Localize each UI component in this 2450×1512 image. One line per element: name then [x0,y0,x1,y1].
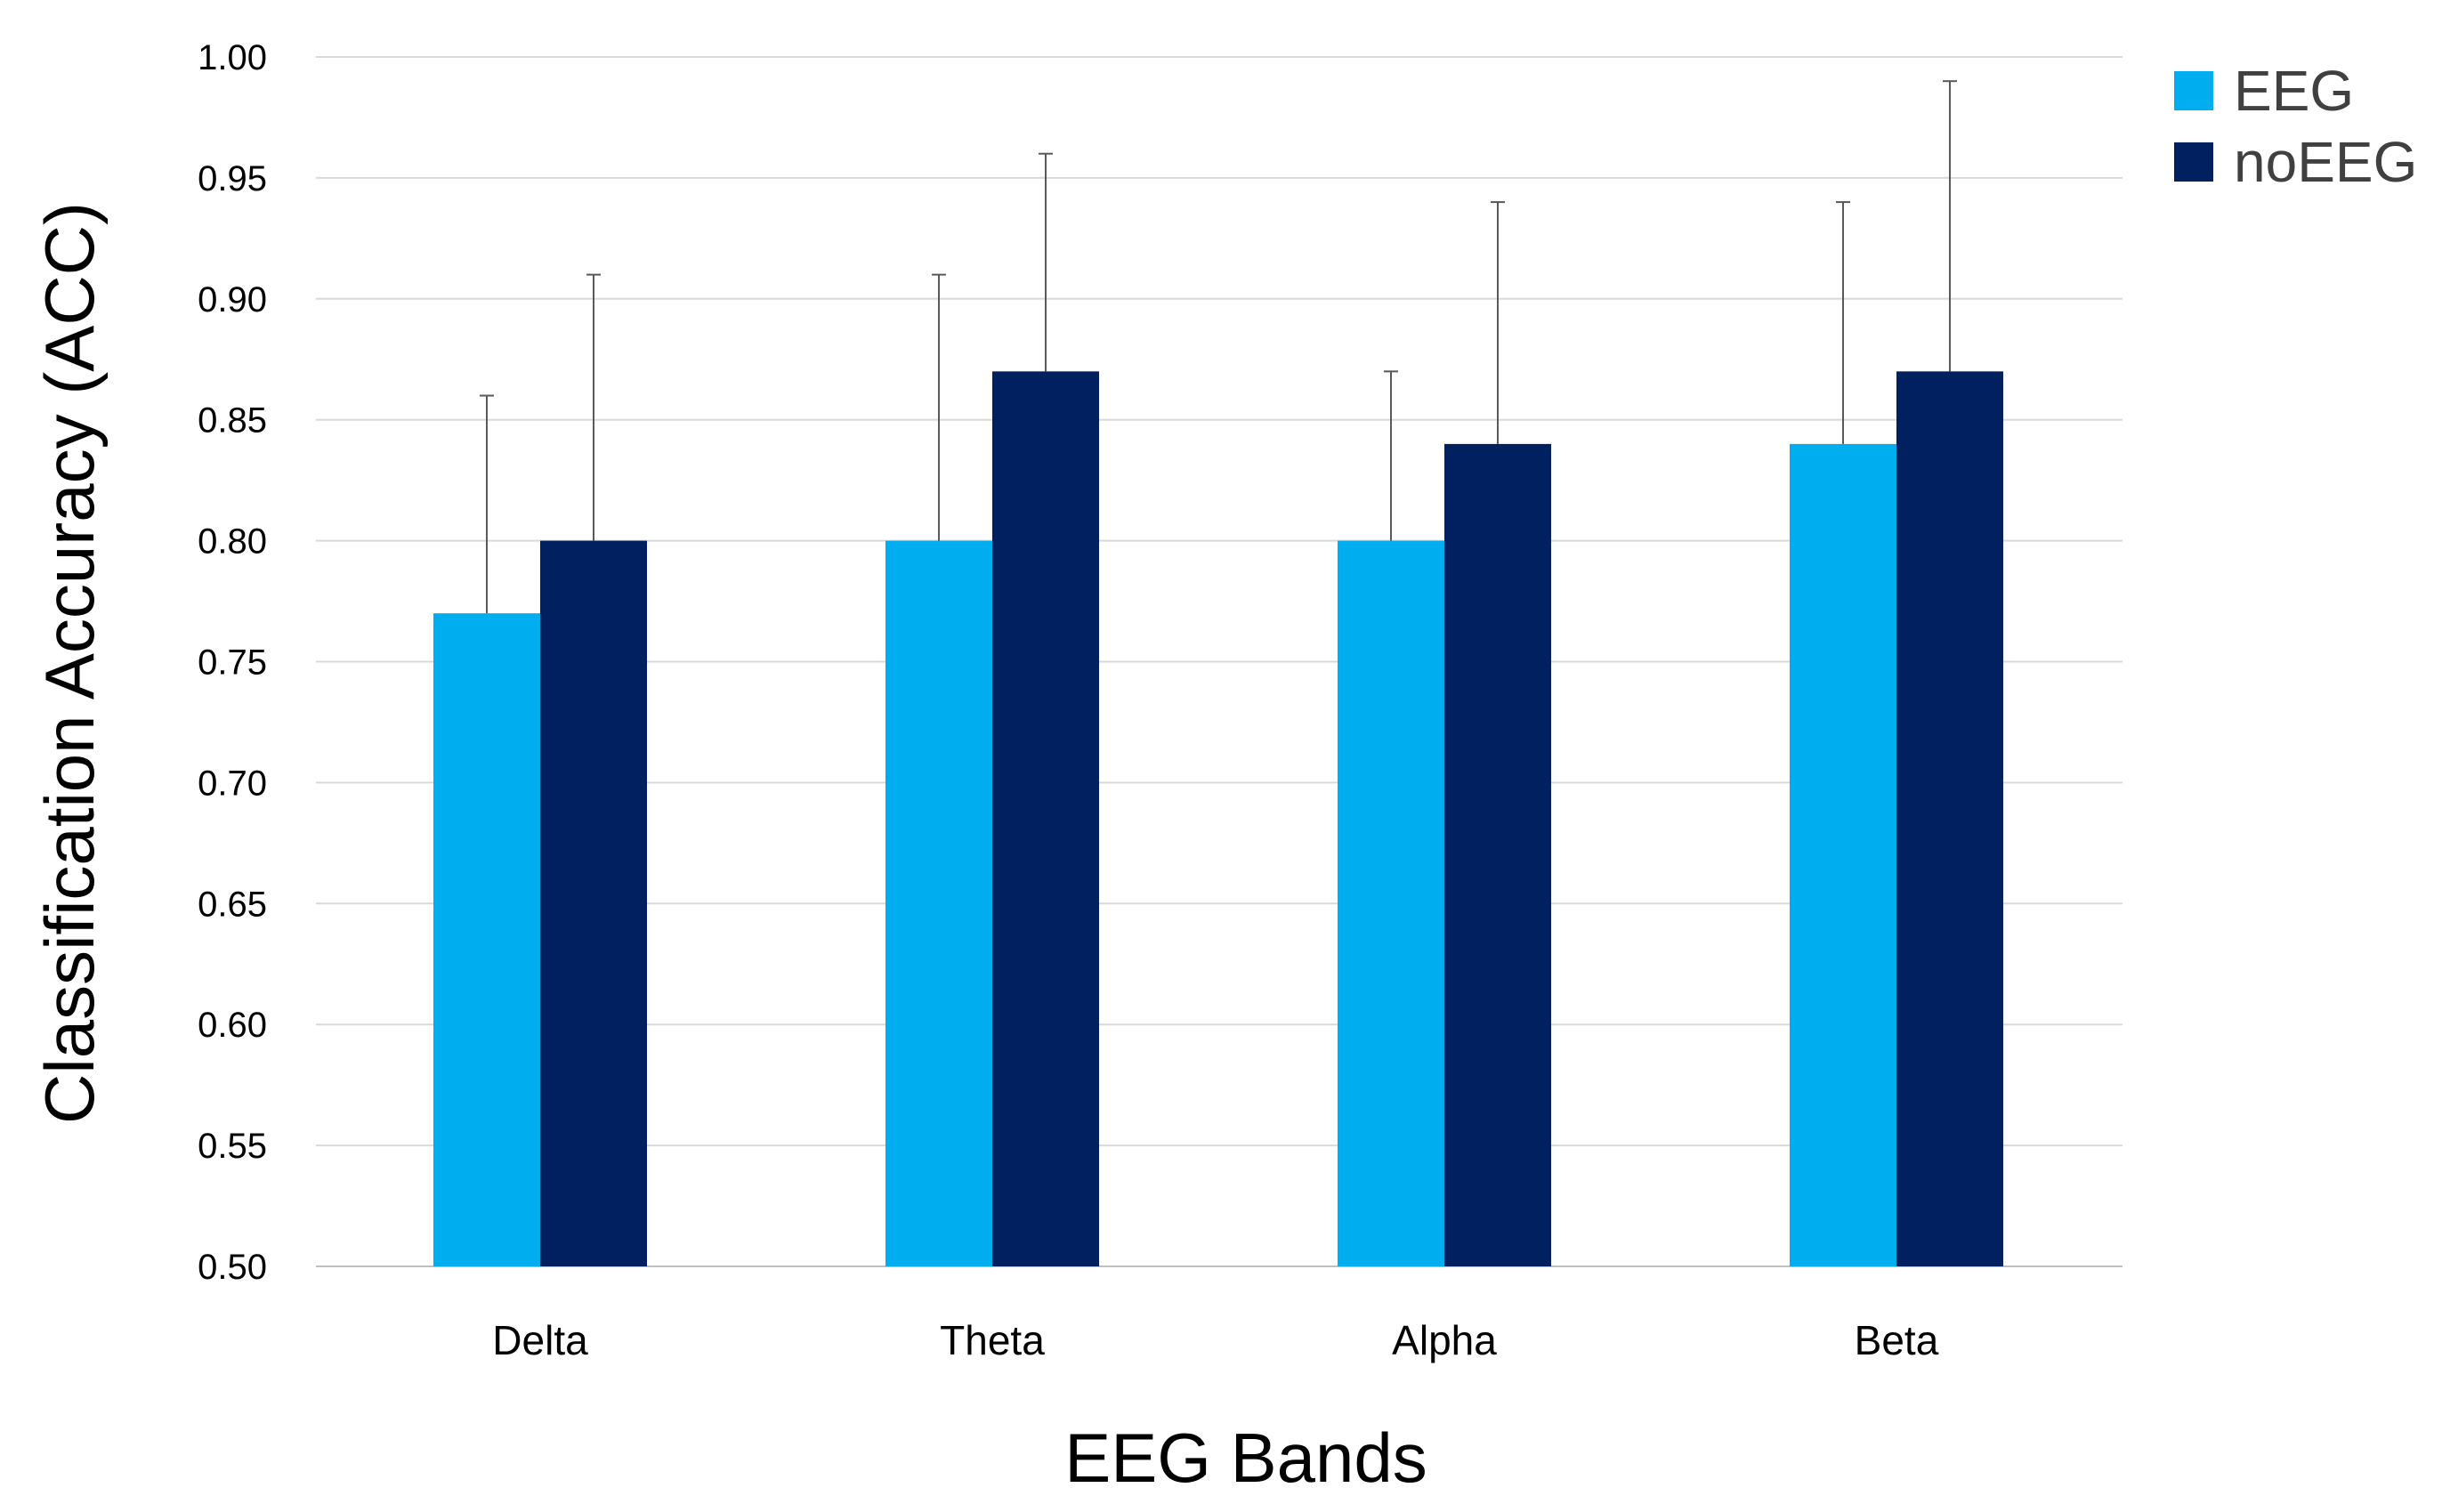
x-axis-title: EEG Bands [1064,1419,1427,1497]
legend: EEG noEEG [2174,59,2417,194]
legend-label-noeeg: noEEG [2234,130,2417,194]
bar-noeeg-theta [992,371,1099,1267]
y-axis-title: Classification Accuracy (ACC) [30,202,109,1124]
legend-swatch-eeg [2174,71,2213,110]
y-tick-label: 0.95 [198,159,267,198]
bar-eeg-delta [433,613,540,1266]
bars [433,371,2003,1267]
y-tick-label: 0.60 [198,1006,267,1045]
x-tick-label: Alpha [1392,1317,1497,1363]
y-tick-label: 1.00 [198,38,267,77]
legend-swatch-noeeg [2174,142,2213,182]
bar-eeg-theta [885,540,992,1266]
bar-eeg-beta [1790,443,1896,1266]
y-tick-label: 0.75 [198,643,267,683]
y-tick-label: 0.80 [198,522,267,562]
x-tick-labels: Delta Theta Alpha Beta [492,1317,1938,1363]
bar-noeeg-alpha [1444,443,1551,1266]
y-tick-label: 0.70 [198,764,267,803]
x-tick-label: Beta [1855,1317,1939,1363]
bar-eeg-alpha [1338,540,1444,1266]
y-tick-label: 0.90 [198,280,267,319]
y-tick-labels: 0.50 0.55 0.60 0.65 0.70 0.75 0.80 0.85 0.90 0.95… [198,38,267,1287]
y-tick-label: 0.85 [198,401,267,441]
legend-label-eeg: EEG [2234,59,2354,123]
x-tick-label: Delta [492,1317,588,1363]
y-tick-label: 0.65 [198,885,267,924]
x-tick-label: Theta [940,1317,1045,1363]
y-tick-label: 0.55 [198,1127,267,1166]
error-bars [480,80,1957,614]
bar-noeeg-beta [1896,371,2003,1267]
y-tick-label: 0.50 [198,1248,267,1287]
bar-noeeg-delta [540,540,647,1266]
